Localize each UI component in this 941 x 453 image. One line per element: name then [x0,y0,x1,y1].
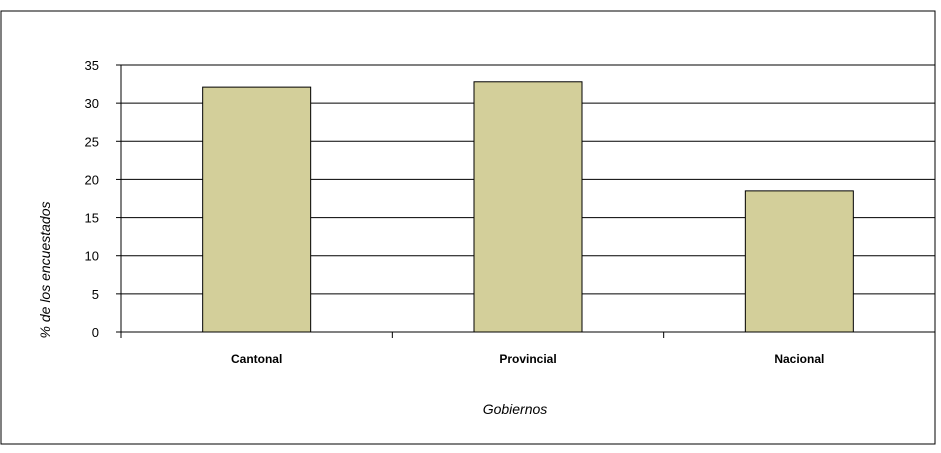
y-tick-label: 5 [92,287,99,302]
x-category-label: Nacional [774,352,824,366]
y-tick-label: 10 [85,249,99,264]
x-category-label: Provincial [499,352,556,366]
bar-cantonal [202,86,312,333]
y-tick-label: 0 [92,325,99,340]
y-tick-labels: 0 5 10 15 20 25 30 35 [85,58,99,340]
y-tick-label: 35 [85,58,99,73]
y-tick-label: 20 [85,172,99,187]
x-category-labels: Cantonal Provincial Nacional [231,352,824,366]
bar-provincial [473,81,583,333]
y-tick-label: 30 [85,96,99,111]
y-tick-label: 25 [85,134,99,149]
axes [116,64,936,338]
bars [202,81,854,333]
x-category-label: Cantonal [231,352,282,366]
bar-nacional [744,190,854,333]
y-tick-label: 15 [85,211,99,226]
y-axis-title: % de los encuestados [37,202,53,339]
x-axis-title: Gobiernos [483,401,548,417]
